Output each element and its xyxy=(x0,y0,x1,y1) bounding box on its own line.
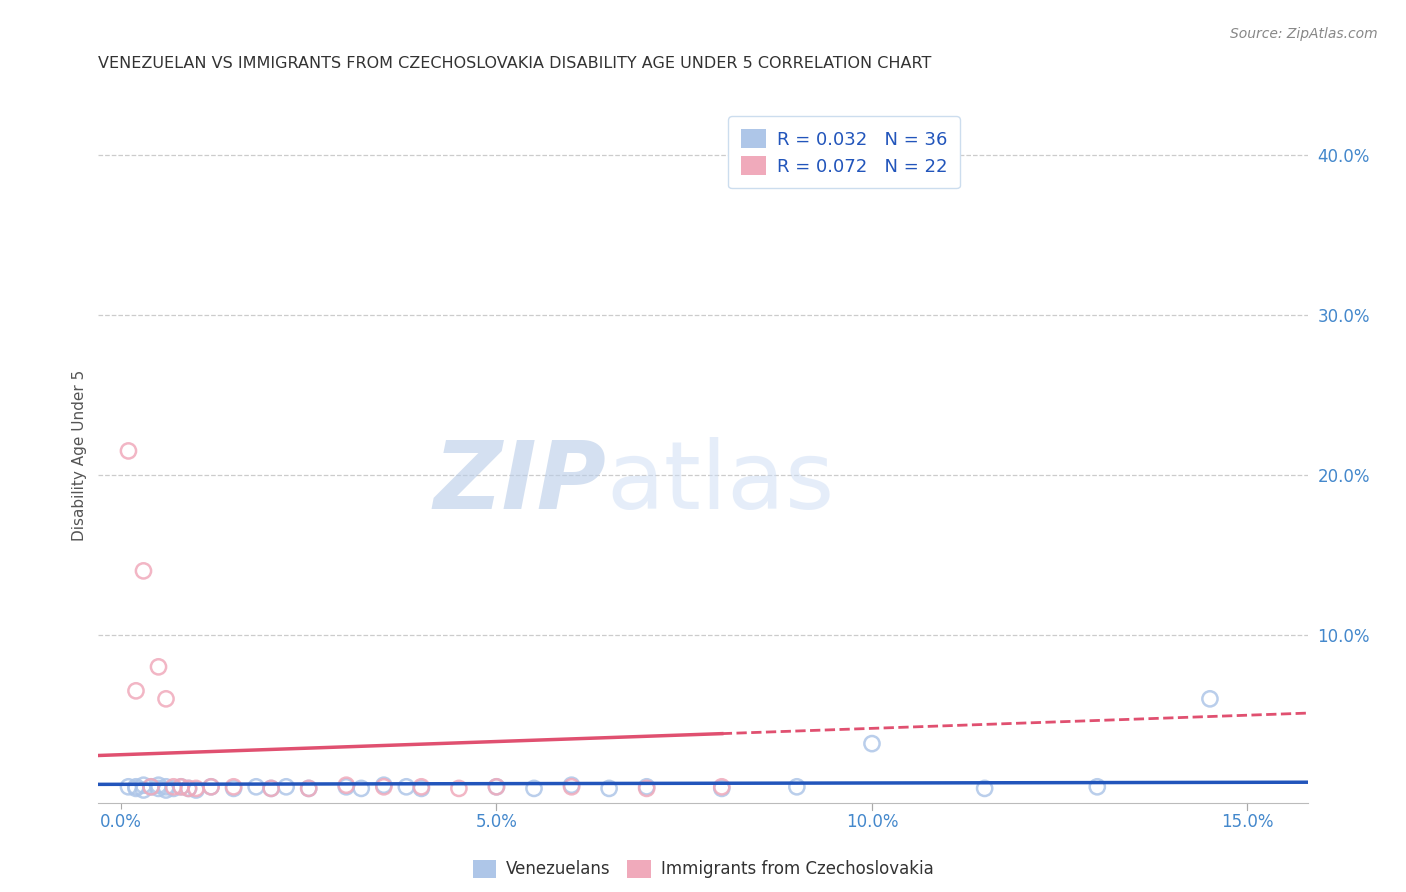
Point xyxy=(598,781,620,796)
Point xyxy=(245,780,267,794)
Text: Source: ZipAtlas.com: Source: ZipAtlas.com xyxy=(1230,27,1378,41)
Point xyxy=(373,780,395,794)
Point xyxy=(395,780,418,794)
Point xyxy=(125,781,148,796)
Point xyxy=(447,781,470,796)
Point xyxy=(184,781,207,796)
Point xyxy=(561,780,583,794)
Point xyxy=(523,781,546,796)
Point xyxy=(561,778,583,792)
Point xyxy=(170,780,193,794)
Point xyxy=(276,780,298,794)
Point xyxy=(170,780,193,794)
Text: VENEZUELAN VS IMMIGRANTS FROM CZECHOSLOVAKIA DISABILITY AGE UNDER 5 CORRELATION : VENEZUELAN VS IMMIGRANTS FROM CZECHOSLOV… xyxy=(98,56,932,71)
Point xyxy=(155,691,177,706)
Point xyxy=(222,780,245,794)
Point xyxy=(125,780,148,794)
Point xyxy=(373,778,395,792)
Y-axis label: Disability Age Under 5: Disability Age Under 5 xyxy=(72,369,87,541)
Point xyxy=(139,780,162,794)
Point xyxy=(162,781,184,796)
Text: ZIP: ZIP xyxy=(433,437,606,529)
Legend: Venezuelans, Immigrants from Czechoslovakia: Venezuelans, Immigrants from Czechoslova… xyxy=(465,853,941,885)
Point xyxy=(485,780,508,794)
Point xyxy=(155,780,177,794)
Point xyxy=(411,781,433,796)
Point xyxy=(117,444,139,458)
Point xyxy=(200,780,222,794)
Point xyxy=(125,683,148,698)
Point xyxy=(298,781,321,796)
Point xyxy=(710,781,733,796)
Point xyxy=(636,781,658,796)
Point xyxy=(860,737,883,751)
Point xyxy=(177,781,200,796)
Point xyxy=(710,780,733,794)
Point xyxy=(162,780,184,794)
Point xyxy=(184,783,207,797)
Point xyxy=(177,781,200,796)
Point xyxy=(411,780,433,794)
Point xyxy=(260,781,283,796)
Point xyxy=(200,780,222,794)
Point xyxy=(350,781,373,796)
Point xyxy=(222,781,245,796)
Point xyxy=(298,781,321,796)
Point xyxy=(973,781,995,796)
Point xyxy=(132,564,155,578)
Point xyxy=(132,778,155,792)
Point xyxy=(335,780,357,794)
Text: atlas: atlas xyxy=(606,437,835,529)
Point xyxy=(260,781,283,796)
Point xyxy=(1199,691,1222,706)
Point xyxy=(485,780,508,794)
Point xyxy=(117,780,139,794)
Point xyxy=(148,660,170,674)
Point xyxy=(132,783,155,797)
Point xyxy=(139,780,162,794)
Point xyxy=(636,780,658,794)
Point xyxy=(335,778,357,792)
Point xyxy=(148,778,170,792)
Point xyxy=(155,783,177,797)
Point xyxy=(148,781,170,796)
Point xyxy=(786,780,808,794)
Point xyxy=(1085,780,1108,794)
